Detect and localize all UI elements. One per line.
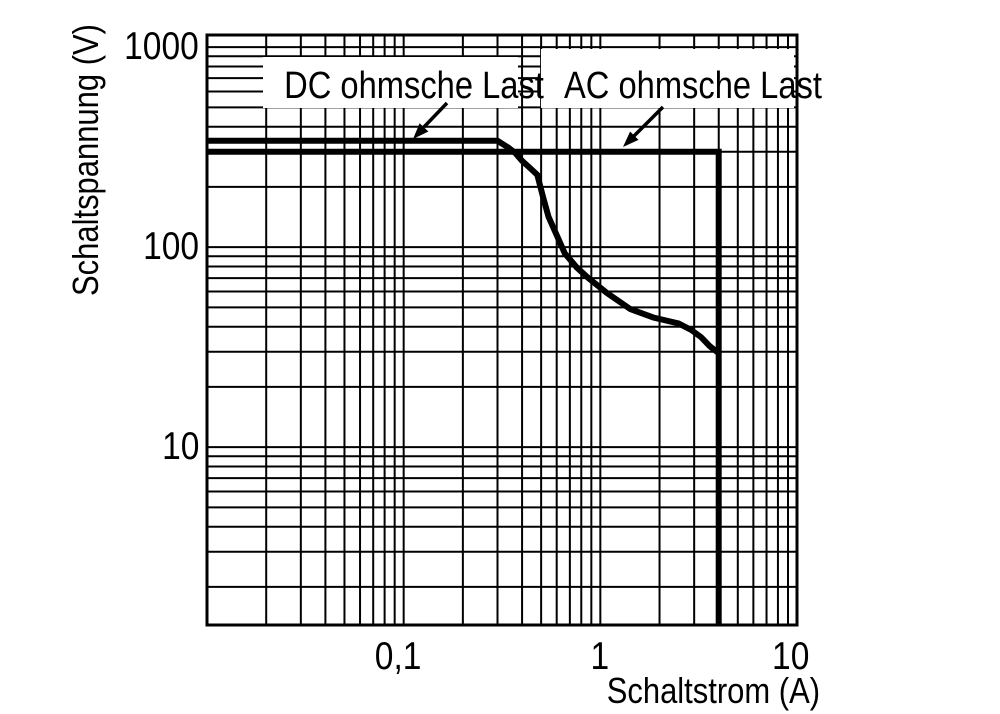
dc-arrow xyxy=(413,101,449,139)
curve-dc xyxy=(207,137,721,356)
plot-border xyxy=(205,33,799,627)
y-axis-title: Schaltspannung (V) xyxy=(65,24,106,296)
dc-curve-label: DC ohmsche Last xyxy=(284,65,544,107)
x-tick-0.1: 0,1 xyxy=(374,635,422,678)
x-tick-10: 10 xyxy=(772,635,810,678)
y-tick-1000: 1000 xyxy=(124,25,199,68)
x-tick-1: 1 xyxy=(590,635,610,678)
ac-legend-box xyxy=(541,49,794,108)
y-tick-100: 100 xyxy=(143,225,199,268)
x-axis-title: Schaltstrom (A) xyxy=(606,670,820,711)
ac-curve-label: AC ohmsche Last xyxy=(563,65,822,107)
dc-legend-box xyxy=(263,57,518,108)
ac-arrow xyxy=(623,105,665,147)
y-tick-10: 10 xyxy=(161,425,199,468)
curves-layer xyxy=(207,137,722,625)
log-grid xyxy=(206,35,798,625)
curve-ac xyxy=(207,148,722,625)
